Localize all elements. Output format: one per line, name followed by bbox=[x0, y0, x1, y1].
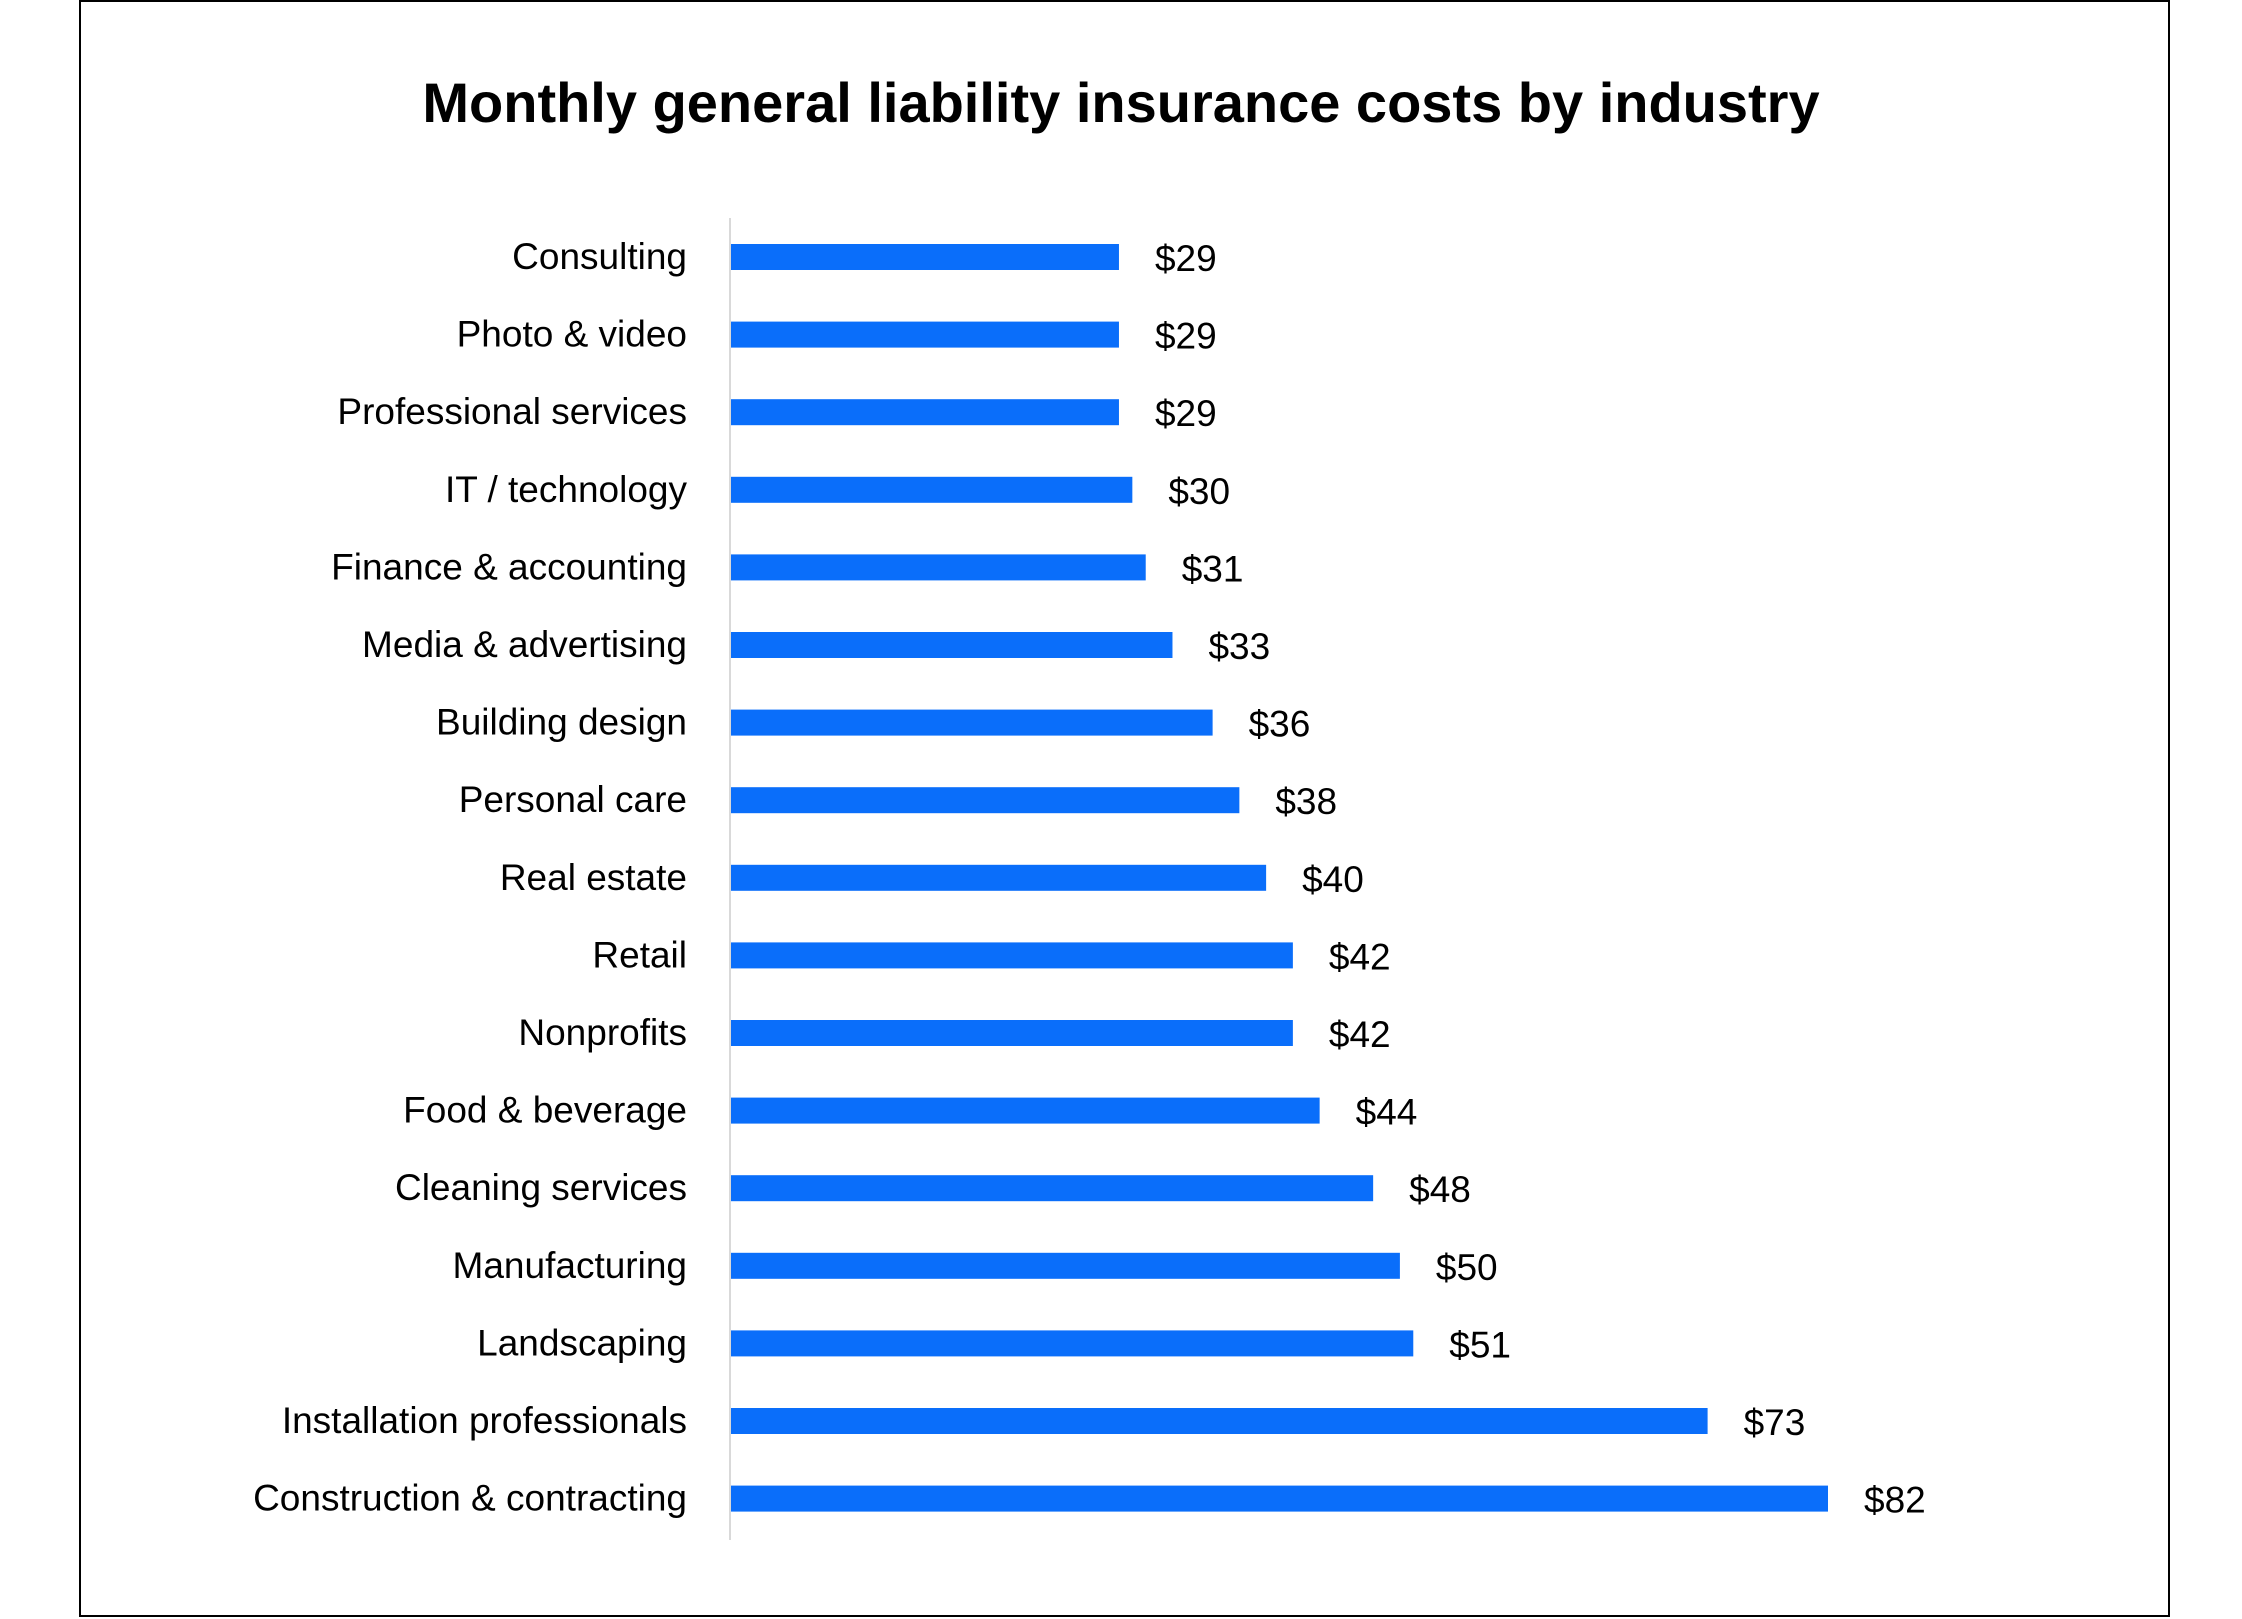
data-label: $33 bbox=[1208, 626, 1270, 667]
chart-frame bbox=[79, 0, 2170, 1617]
category-label: Media & advertising bbox=[362, 624, 687, 665]
data-label: $50 bbox=[1436, 1247, 1498, 1288]
data-label: $51 bbox=[1449, 1324, 1511, 1365]
bar bbox=[731, 1097, 1320, 1124]
bar bbox=[731, 709, 1213, 736]
data-label: $36 bbox=[1249, 704, 1311, 745]
data-label: $38 bbox=[1275, 781, 1337, 822]
bar bbox=[731, 1175, 1374, 1202]
bar bbox=[731, 321, 1119, 348]
bar bbox=[731, 787, 1240, 814]
data-label: $29 bbox=[1155, 316, 1217, 357]
category-label: Retail bbox=[592, 934, 687, 975]
category-label: Installation professionals bbox=[282, 1400, 687, 1441]
bar bbox=[731, 476, 1133, 503]
bar bbox=[731, 244, 1119, 270]
data-label: $73 bbox=[1744, 1402, 1806, 1443]
bar bbox=[731, 1485, 1828, 1512]
category-label: Nonprofits bbox=[518, 1012, 687, 1053]
category-label: Photo & video bbox=[457, 314, 687, 355]
category-label: Building design bbox=[436, 702, 687, 743]
category-label: Landscaping bbox=[477, 1322, 687, 1363]
category-label: Professional services bbox=[337, 391, 687, 432]
data-label: $44 bbox=[1356, 1092, 1418, 1133]
data-label: $40 bbox=[1302, 859, 1364, 900]
data-label: $29 bbox=[1155, 393, 1217, 434]
bar bbox=[731, 399, 1119, 426]
bar bbox=[731, 1408, 1708, 1434]
bar bbox=[731, 1330, 1414, 1357]
category-label: Food & beverage bbox=[403, 1090, 687, 1131]
category-label: Finance & accounting bbox=[331, 546, 687, 587]
chart-title: Monthly general liability insurance cost… bbox=[422, 71, 1820, 134]
bar bbox=[731, 942, 1293, 969]
bar bbox=[731, 864, 1267, 891]
data-label: $48 bbox=[1409, 1169, 1471, 1210]
category-label: Construction & contracting bbox=[253, 1478, 687, 1519]
data-label: $29 bbox=[1155, 238, 1217, 279]
data-label: $82 bbox=[1864, 1480, 1926, 1521]
category-label: Real estate bbox=[500, 857, 687, 898]
category-label: Manufacturing bbox=[453, 1245, 687, 1286]
bar bbox=[731, 1020, 1293, 1046]
bar bbox=[731, 554, 1146, 581]
data-label: $31 bbox=[1182, 548, 1244, 589]
bar bbox=[731, 632, 1173, 658]
category-label: Personal care bbox=[459, 779, 687, 820]
data-label: $42 bbox=[1329, 936, 1391, 977]
bar bbox=[731, 1252, 1400, 1279]
data-label: $30 bbox=[1168, 471, 1230, 512]
category-label: Consulting bbox=[512, 236, 687, 277]
category-label: IT / technology bbox=[445, 469, 688, 510]
data-label: $42 bbox=[1329, 1014, 1391, 1055]
category-label: Cleaning services bbox=[395, 1167, 687, 1208]
